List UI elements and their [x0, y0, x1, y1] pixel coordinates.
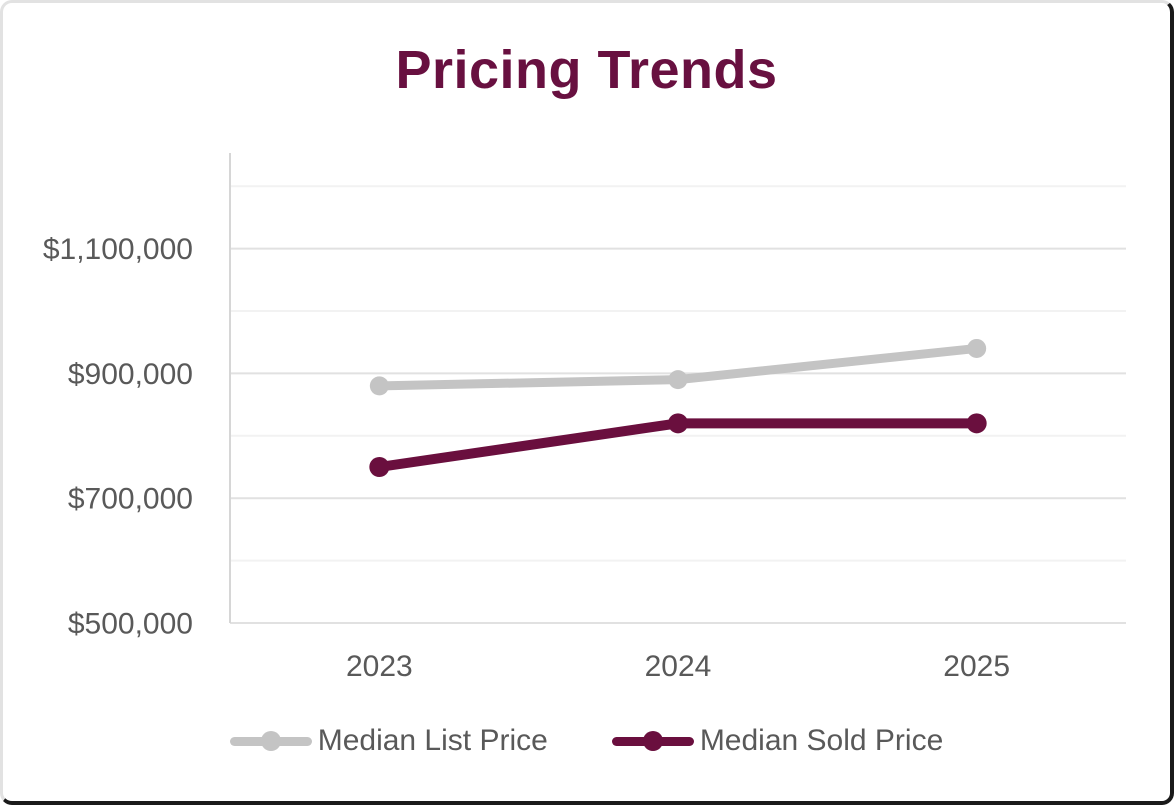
legend-swatch-dot [642, 731, 663, 751]
chart-legend: Median List Price Median Sold Price [3, 711, 1170, 771]
data-point-marker-median-list-price [967, 338, 987, 358]
y-tick-label: $900,000 [68, 358, 193, 391]
pricing-trends-line-chart: $500,000 $700,000 $900,000 $1,100,000 2023 20… [43, 153, 1126, 683]
legend-line-marker-icon [611, 730, 694, 752]
data-point-marker-median-sold-price [966, 413, 987, 434]
y-tick-label: $700,000 [68, 483, 193, 516]
data-point-marker-median-sold-price [369, 457, 390, 477]
x-tick-label: 2024 [645, 650, 712, 683]
y-tick-label: $1,100,000 [43, 233, 193, 266]
y-tick-label: $500,000 [68, 608, 193, 641]
data-point-marker-median-list-price [668, 370, 688, 390]
data-point-marker-median-list-price [369, 376, 389, 396]
chart-title: Pricing Trends [395, 40, 778, 100]
x-tick-label: 2025 [943, 650, 1010, 683]
legend-label: Median Sold Price [699, 724, 944, 757]
x-tick-label: 2023 [346, 650, 413, 683]
legend-swatch-dot [260, 731, 281, 751]
data-point-marker-median-sold-price [668, 413, 688, 434]
legend-item-median-sold-price: Median Sold Price [611, 724, 944, 758]
legend-line-marker-icon [229, 730, 312, 752]
legend-item-median-list-price: Median List Price [229, 724, 548, 758]
legend-label: Median List Price [317, 724, 548, 757]
